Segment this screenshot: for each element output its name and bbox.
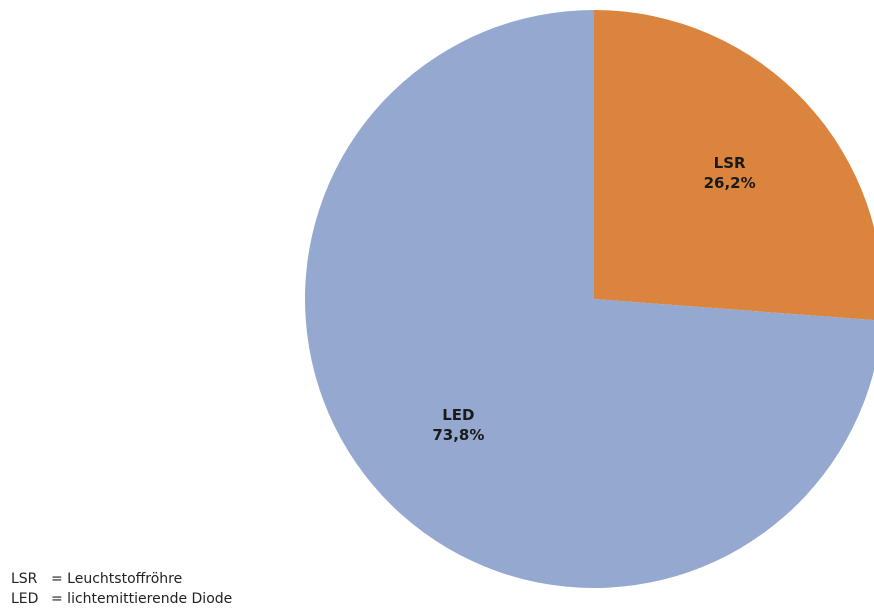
pie-slice-led: [305, 10, 874, 588]
slice-label-lsr-value: 26,2%: [704, 174, 756, 192]
footnote-lsr: LSR = Leuchtstoffröhre: [11, 571, 182, 587]
footnote-led-text: = lichtemittierende Diode: [51, 591, 233, 607]
footnote-lsr-text: = Leuchtstoffröhre: [51, 571, 183, 587]
footnote-led: LED = lichtemittierende Diode: [11, 591, 232, 607]
footnote-led-abbr: LED: [11, 591, 39, 607]
pie-slice-lsr: [594, 10, 874, 321]
footnote-lsr-abbr: LSR: [11, 571, 38, 587]
slice-label-led-value: 73,8%: [432, 426, 484, 444]
slice-label-led-name: LED: [442, 406, 474, 424]
slice-label-lsr-name: LSR: [714, 154, 746, 172]
pie-slices: [305, 10, 874, 588]
pie-data-labels: LSR 26,2% LED 73,8%: [432, 154, 755, 444]
